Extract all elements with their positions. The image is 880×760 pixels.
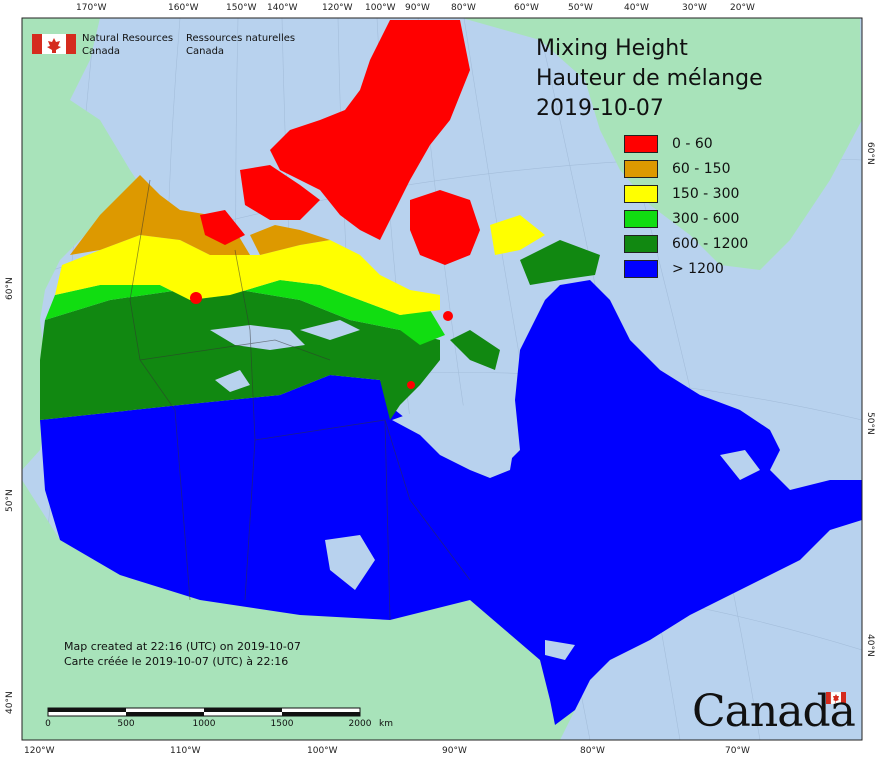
legend-item: 300 - 600 — [624, 209, 739, 229]
legend-label: > 1200 — [672, 261, 724, 277]
canada-wordmark: Canada — [692, 686, 856, 737]
scale-tick-label: 0 — [45, 719, 51, 729]
greenland — [462, 18, 862, 270]
credit-fr: Carte créée le 2019-10-07 (UTC) à 22:16 — [64, 655, 289, 668]
graticule-top-label: 160°W — [168, 3, 199, 13]
legend-item: > 1200 — [624, 259, 724, 279]
legend-swatch — [624, 160, 658, 178]
agency-en-line2: Canada — [82, 46, 121, 57]
graticule-top-label: 150°W — [226, 3, 257, 13]
graticule-bottom-label: 120°W — [24, 746, 55, 756]
province-borders — [129, 179, 471, 621]
legend-item: 60 - 150 — [624, 159, 731, 179]
legend-swatch — [624, 135, 658, 153]
graticule-left-label: 60°N — [5, 277, 15, 300]
legend-swatch — [624, 210, 658, 228]
graticule-bottom-label: 100°W — [307, 746, 338, 756]
graticule-top-label: 40°W — [624, 3, 649, 13]
legend-label: 0 - 60 — [672, 136, 713, 152]
agency-fr-line2: Canada — [186, 46, 225, 57]
scale-tick-label: 1500 — [270, 719, 294, 729]
scale-tick-label: 500 — [117, 719, 135, 729]
graticule-right-label: 60°N — [865, 142, 875, 165]
map-date: 2019-10-07 — [536, 96, 664, 121]
graticule-top-label: 50°W — [568, 3, 593, 13]
graticule-left-label: 50°N — [5, 489, 15, 512]
graticule-bottom-label: 90°W — [442, 746, 467, 756]
canada — [40, 20, 862, 725]
legend-item: 600 - 1200 — [624, 234, 748, 254]
graticule-bottom-label: 70°W — [725, 746, 750, 756]
graticule-top-label: 80°W — [451, 3, 476, 13]
legend-label: 300 - 600 — [672, 211, 740, 227]
agency-en-line1: Natural Resources — [82, 33, 174, 44]
nrcan-flag — [32, 34, 76, 54]
graticule-bottom-label: 80°W — [580, 746, 605, 756]
legend-label: 150 - 300 — [672, 186, 740, 202]
agency-fr: Ressources naturelles Canada — [186, 32, 295, 58]
legend-item: 0 - 60 — [624, 134, 713, 154]
scale-tick-label: 2000 — [348, 719, 372, 729]
map-title-fr: Hauteur de mélange — [536, 66, 763, 91]
graticule-right-label: 50°N — [865, 412, 875, 435]
graticule-top-label: 120°W — [322, 3, 353, 13]
graticule-left-label: 40°N — [5, 691, 15, 714]
graticule-top-label: 90°W — [405, 3, 430, 13]
agency-fr-line1: Ressources naturelles — [186, 33, 296, 44]
legend-label: 600 - 1200 — [672, 236, 749, 252]
graticule-top-label: 30°W — [682, 3, 707, 13]
agency-en: Natural Resources Canada — [82, 32, 173, 58]
scale-unit: km — [379, 719, 393, 729]
map-frame — [21, 17, 863, 741]
usa — [22, 480, 580, 740]
legend-item: 150 - 300 — [624, 184, 739, 204]
graticule-top-label: 170°W — [76, 3, 107, 13]
scale-bar — [47, 707, 361, 717]
wordmark-flag — [826, 691, 846, 705]
graticule-bottom-label: 110°W — [170, 746, 201, 756]
alaska — [22, 18, 140, 470]
graticule-top-label: 20°W — [730, 3, 755, 13]
graticule-top-label: 60°W — [514, 3, 539, 13]
map-title: Mixing Height — [536, 36, 688, 61]
legend-swatch — [624, 235, 658, 253]
legend-swatch — [624, 185, 658, 203]
scale-tick-label: 1000 — [192, 719, 216, 729]
graticule-top-label: 100°W — [365, 3, 396, 13]
graticule-top-label: 140°W — [267, 3, 298, 13]
graticule-right-label: 40°N — [865, 634, 875, 657]
credit-en: Map created at 22:16 (UTC) on 2019-10-07 — [64, 640, 301, 653]
legend-swatch — [624, 260, 658, 278]
legend-label: 60 - 150 — [672, 161, 731, 177]
